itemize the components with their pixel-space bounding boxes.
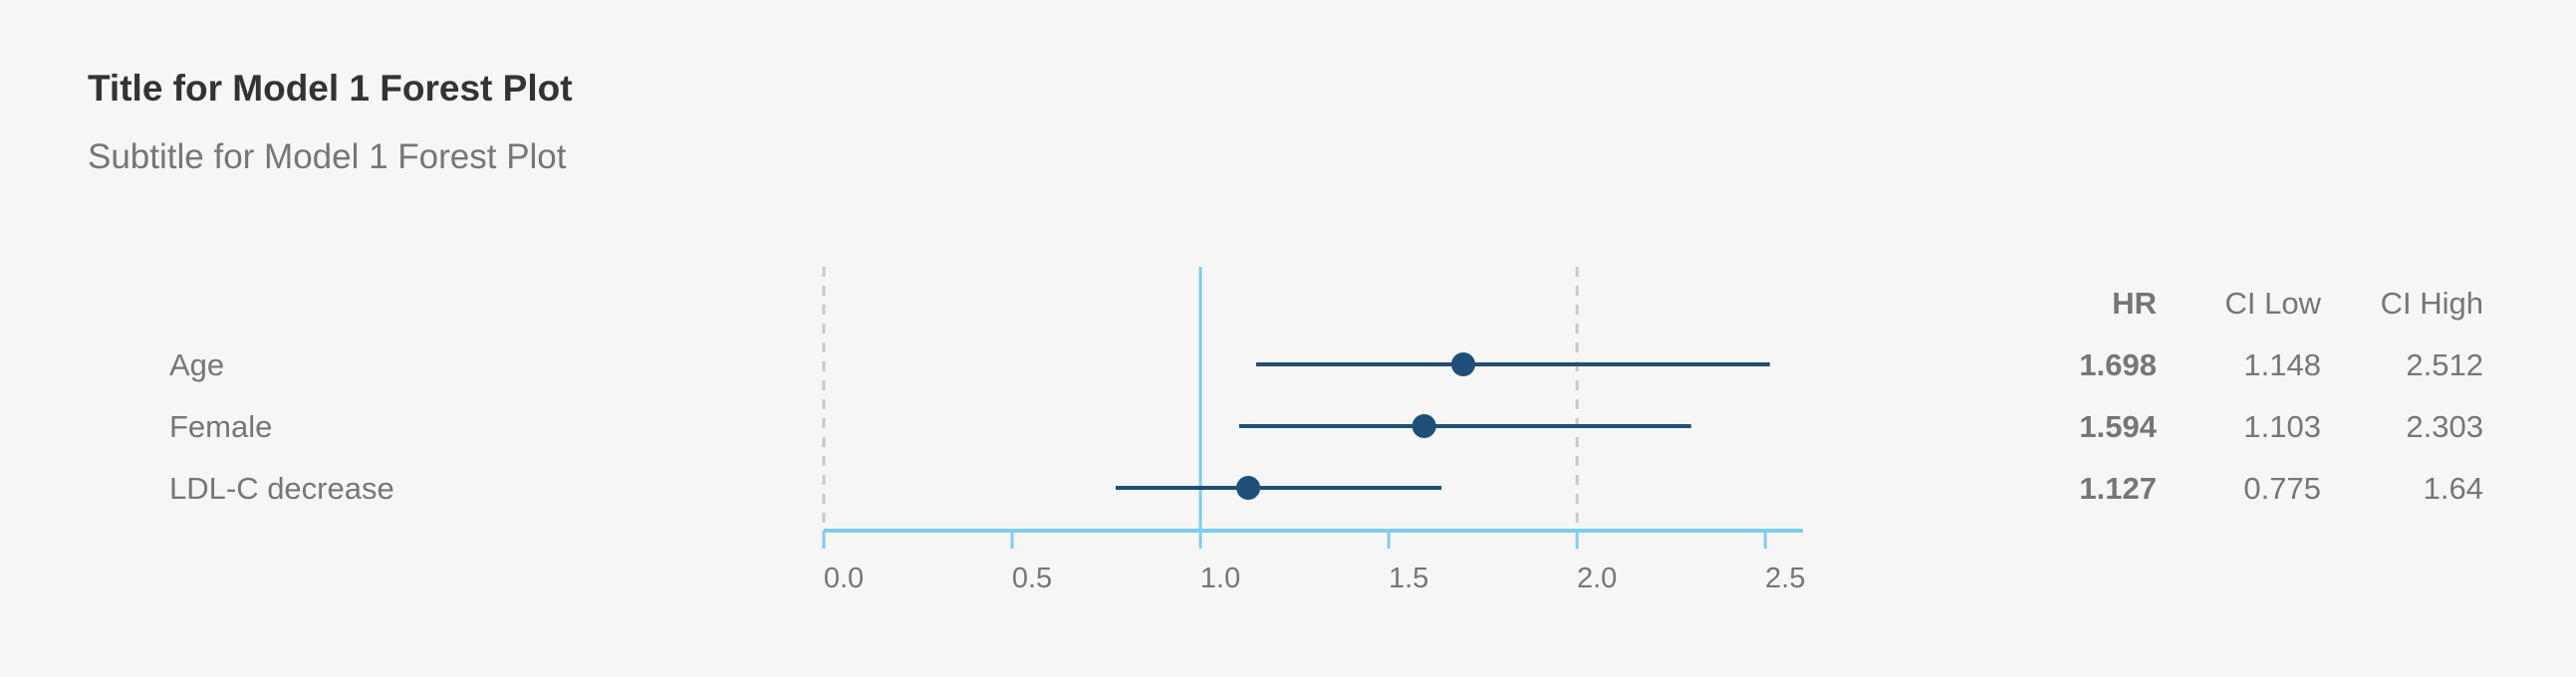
x-tick-label: 1.0 xyxy=(1200,563,1240,594)
x-tick-label: 2.0 xyxy=(1577,563,1617,594)
row-label: Age xyxy=(169,347,224,382)
hr-value: 1.698 xyxy=(2079,347,2157,382)
x-tick-label: 1.5 xyxy=(1389,563,1428,594)
ci-high-value: 1.64 xyxy=(2424,471,2483,506)
column-header: HR xyxy=(2112,286,2157,321)
x-tick-label: 0.0 xyxy=(824,563,864,594)
chart-subtitle: Subtitle for Model 1 Forest Plot xyxy=(88,137,567,176)
row-label: Female xyxy=(169,409,272,444)
column-header: CI Low xyxy=(2225,286,2322,321)
hr-point xyxy=(1236,476,1261,500)
ci-low-value: 1.148 xyxy=(2243,347,2321,382)
hr-point xyxy=(1412,414,1436,438)
hr-point xyxy=(1450,352,1475,376)
hr-value: 1.594 xyxy=(2079,409,2157,444)
x-tick-label: 0.5 xyxy=(1012,563,1052,594)
ci-low-value: 1.103 xyxy=(2243,409,2321,444)
hr-value: 1.127 xyxy=(2079,471,2157,506)
column-header: CI High xyxy=(2381,286,2483,321)
row-label: LDL-C decrease xyxy=(169,471,394,506)
x-tick-label: 2.5 xyxy=(1765,563,1805,594)
ci-low-value: 0.775 xyxy=(2243,471,2321,506)
chart-title: Title for Model 1 Forest Plot xyxy=(88,68,573,109)
ci-high-value: 2.303 xyxy=(2406,409,2483,444)
ci-high-value: 2.512 xyxy=(2406,347,2483,382)
